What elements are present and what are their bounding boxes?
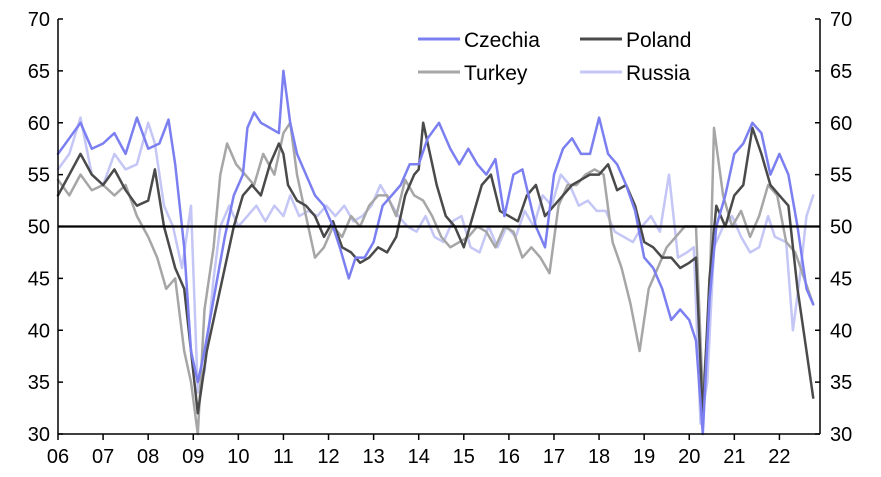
x-tick-label: 11 (273, 446, 294, 468)
x-tick-label: 19 (633, 446, 655, 468)
x-tick-label: 21 (723, 446, 745, 468)
x-tick-label: 08 (137, 446, 159, 468)
y-tick-label-left: 45 (28, 268, 50, 290)
y-tick-label-right: 45 (830, 268, 852, 290)
series-line-poland (56, 121, 815, 420)
x-tick-label: 20 (678, 446, 700, 468)
x-tick-label: 06 (47, 446, 69, 468)
x-tick-label: 16 (498, 446, 520, 468)
series-lines (56, 69, 815, 436)
legend: Czechia Poland Turkey Russia (418, 29, 691, 85)
y-tick-label-right: 50 (830, 217, 852, 239)
x-tick-label: 22 (768, 446, 790, 468)
x-tick-label: 07 (92, 446, 114, 468)
legend-label-czechia: Czechia (464, 29, 540, 52)
x-tick-label: 12 (317, 446, 339, 468)
x-tick-label: 15 (453, 446, 475, 468)
y-tick-label-left: 70 (28, 9, 50, 31)
series-line-czechia (56, 69, 815, 436)
y-tick-label-right: 55 (830, 165, 852, 187)
y-tick-label-left: 65 (28, 61, 50, 83)
y-tick-label-right: 60 (830, 113, 852, 135)
y-tick-label-right: 40 (830, 320, 852, 342)
y-tick-label-left: 35 (28, 372, 50, 394)
y-tick-label-right: 30 (830, 424, 852, 446)
y-tick-label-right: 70 (830, 9, 852, 31)
y-tick-label-left: 40 (28, 320, 50, 342)
x-tick-label: 14 (408, 446, 430, 468)
axes (57, 18, 821, 440)
y-tick-label-left: 30 (28, 424, 50, 446)
x-tick-label: 09 (182, 446, 204, 468)
x-tick-label: 18 (588, 446, 610, 468)
legend-label-turkey: Turkey (464, 62, 528, 85)
x-tick-label: 17 (543, 446, 565, 468)
legend-label-poland: Poland (626, 29, 691, 52)
y-tick-label-left: 50 (28, 217, 50, 239)
y-tick-label-left: 55 (28, 165, 50, 187)
y-tick-label-left: 60 (28, 113, 50, 135)
legend-label-russia: Russia (626, 62, 691, 85)
x-tick-label: 10 (227, 446, 249, 468)
x-tick-label: 13 (362, 446, 384, 468)
tick-labels: 30 30 35 35 40 40 45 45 50 50 55 55 60 60 65 65 70 70 06 07… (28, 9, 853, 468)
y-tick-label-right: 65 (830, 61, 852, 83)
y-tick-label-right: 35 (830, 372, 852, 394)
